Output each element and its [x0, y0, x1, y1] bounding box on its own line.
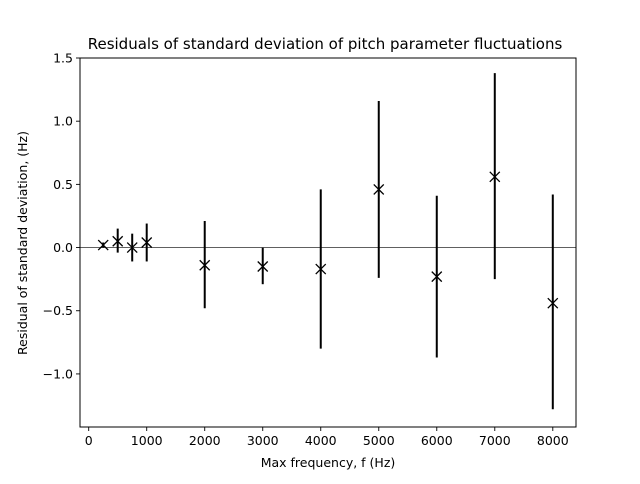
x-tick-label: 5000 [363, 433, 395, 448]
x-tick-label: 6000 [421, 433, 453, 448]
y-tick-label: −1.0 [43, 366, 73, 381]
chart-title: Residuals of standard deviation of pitch… [88, 35, 563, 53]
data-point-marker [315, 263, 327, 275]
x-tick-label: 7000 [479, 433, 511, 448]
x-tick-label: 0 [85, 433, 93, 448]
x-tick-label: 8000 [537, 433, 569, 448]
y-tick-label: 1.5 [53, 51, 73, 66]
data-point-marker [431, 271, 443, 283]
y-tick-label: 1.0 [53, 114, 73, 129]
y-tick-label: 0.5 [53, 177, 73, 192]
data-point-marker [112, 235, 124, 247]
data-point-marker [199, 259, 211, 271]
x-axis-label: Max frequency, f (Hz) [261, 455, 396, 470]
y-tick-label: −0.5 [43, 303, 73, 318]
x-tick-label: 2000 [189, 433, 221, 448]
plot-area: 0 1000 2000 3000 4000 5000 6000 7000 8000 −1.0 −0.… [43, 51, 577, 448]
x-tick-label: 3000 [247, 433, 279, 448]
data-point-marker [141, 237, 153, 248]
data-point-marker [126, 242, 138, 254]
data-point-marker [547, 297, 559, 309]
data-point-marker [489, 171, 501, 183]
data-point-marker [97, 239, 109, 251]
data-point-marker [373, 183, 385, 195]
y-axis-label: Residual of standard deviation, (Hz) [15, 131, 30, 355]
axes-frame [79, 57, 577, 428]
y-tick-label: 0.0 [53, 240, 73, 255]
x-tick-label: 1000 [131, 433, 163, 448]
x-tick-label: 4000 [305, 433, 337, 448]
data-point-marker [257, 261, 269, 272]
